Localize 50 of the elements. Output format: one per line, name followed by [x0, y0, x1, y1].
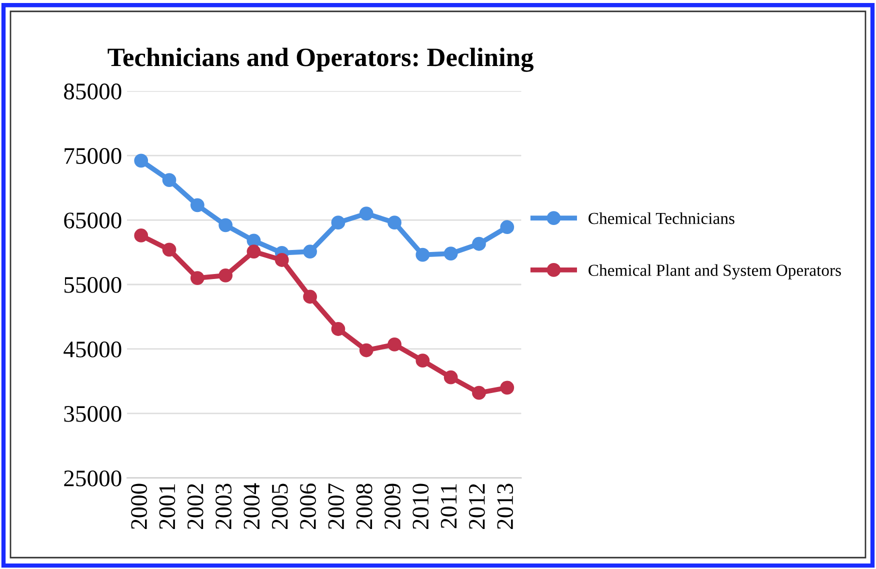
x-tick-label: 2001 — [159, 484, 176, 530]
x-tick-label: 2008 — [356, 484, 372, 530]
y-tick-label: 25000 — [64, 470, 122, 486]
legend-label: Chemical Plant and System Operators — [588, 264, 841, 280]
x-tick-label: 2007 — [328, 484, 344, 530]
point — [444, 370, 458, 384]
point — [416, 248, 430, 262]
chart-title: Technicians and Operators: Declining — [108, 48, 534, 72]
x-tick-label: 2004 — [244, 483, 260, 530]
y-tick-label: 45000 — [64, 341, 122, 358]
point — [444, 246, 458, 260]
point — [303, 290, 317, 304]
point — [472, 236, 486, 251]
point — [416, 354, 430, 368]
point — [500, 380, 514, 395]
point — [303, 244, 317, 259]
point — [218, 218, 233, 232]
legend-label: Chemical Technicians — [588, 212, 734, 224]
point — [500, 220, 514, 234]
x-tick-label: 2006 — [300, 484, 316, 530]
x-tick-label: 2011 — [440, 484, 457, 528]
point — [388, 338, 402, 352]
x-tick-label: 2005 — [272, 484, 288, 530]
point — [162, 173, 176, 187]
y-tick-label: 55000 — [64, 276, 122, 293]
x-tick-label: 2003 — [216, 484, 232, 530]
point — [331, 216, 346, 230]
point — [388, 216, 402, 230]
point — [218, 268, 233, 282]
x-tick-label: 2013 — [497, 484, 514, 530]
x-tick-label: 2009 — [384, 484, 400, 530]
x-tick-label: 2012 — [468, 484, 485, 530]
x-tick-label: 2000 — [131, 484, 148, 530]
point — [134, 228, 148, 242]
point — [190, 198, 204, 212]
point — [246, 244, 261, 259]
point — [359, 206, 374, 221]
y-tick-label: 65000 — [64, 212, 122, 228]
point — [331, 322, 346, 336]
y-tick-label: 75000 — [64, 148, 122, 164]
point — [472, 386, 486, 400]
point — [134, 154, 148, 168]
x-tick-label: 2010 — [412, 484, 429, 530]
y-tick-label: 85000 — [64, 84, 122, 100]
point — [190, 271, 204, 285]
x-tick-label: 2002 — [187, 484, 204, 530]
point — [274, 253, 289, 267]
point — [359, 343, 374, 358]
point — [162, 242, 176, 257]
y-tick-label: 35000 — [64, 406, 122, 422]
